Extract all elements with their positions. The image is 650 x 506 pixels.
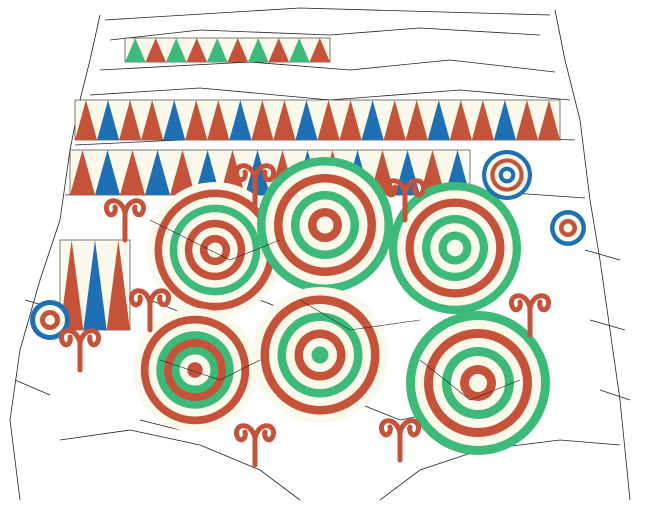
triangle bbox=[268, 38, 289, 62]
spiral-motif bbox=[383, 178, 427, 223]
triangle bbox=[166, 38, 187, 62]
triangle bbox=[248, 38, 269, 62]
triangle bbox=[493, 100, 516, 140]
triangle bbox=[405, 100, 428, 140]
triangle bbox=[70, 150, 95, 195]
spiral-motif bbox=[128, 288, 172, 333]
stone-edge bbox=[14, 249, 631, 401]
stone-edge bbox=[9, 14, 101, 501]
ring bbox=[446, 239, 464, 257]
triangle bbox=[420, 150, 445, 195]
ring bbox=[187, 362, 203, 378]
triangle bbox=[97, 100, 120, 140]
triangle bbox=[361, 100, 384, 140]
triangle bbox=[229, 100, 252, 140]
triangle bbox=[125, 38, 146, 62]
triangle bbox=[60, 240, 84, 330]
triangle bbox=[163, 100, 186, 140]
spiral-motif bbox=[378, 418, 422, 463]
triangle bbox=[251, 100, 274, 140]
triangle bbox=[289, 38, 310, 62]
ring bbox=[469, 374, 487, 392]
ring bbox=[45, 315, 55, 325]
crack bbox=[159, 359, 261, 381]
stone-edge bbox=[109, 27, 541, 41]
triangle bbox=[309, 38, 330, 62]
ring bbox=[311, 346, 329, 364]
triangle bbox=[170, 150, 195, 195]
triangle bbox=[383, 100, 406, 140]
spiral-motif bbox=[103, 198, 147, 243]
triangle bbox=[120, 150, 145, 195]
crack bbox=[149, 219, 281, 261]
triangle bbox=[427, 100, 450, 140]
crack bbox=[419, 359, 521, 401]
triangle bbox=[295, 100, 318, 140]
triangle bbox=[207, 38, 228, 62]
triangle bbox=[537, 100, 560, 140]
ring bbox=[316, 216, 334, 234]
triangle bbox=[449, 100, 472, 140]
triangle bbox=[83, 240, 107, 330]
stone-edge bbox=[554, 9, 631, 501]
crack bbox=[299, 299, 421, 331]
spiral-motif bbox=[233, 423, 277, 468]
spiral-motif bbox=[58, 328, 102, 373]
spiral-motif bbox=[508, 293, 552, 338]
triangle bbox=[185, 100, 208, 140]
triangle bbox=[186, 38, 207, 62]
triangle bbox=[207, 100, 230, 140]
triangle bbox=[471, 100, 494, 140]
triangle bbox=[75, 100, 98, 140]
triangle bbox=[273, 100, 296, 140]
triangle bbox=[317, 100, 340, 140]
stone-edge bbox=[99, 59, 556, 73]
triangle bbox=[141, 100, 164, 140]
ring bbox=[207, 242, 223, 258]
triangle bbox=[227, 38, 248, 62]
triangle bbox=[95, 150, 120, 195]
triangle bbox=[339, 100, 362, 140]
ring bbox=[563, 223, 573, 233]
triangle bbox=[106, 240, 130, 330]
stone-edge bbox=[104, 7, 551, 21]
stone-edge bbox=[59, 429, 301, 501]
triangle bbox=[119, 100, 142, 140]
spiral-motif bbox=[233, 163, 277, 208]
triangle bbox=[515, 100, 538, 140]
triangle bbox=[145, 38, 166, 62]
ring bbox=[502, 170, 512, 180]
painted-motifs bbox=[30, 37, 586, 468]
triangle bbox=[145, 150, 170, 195]
